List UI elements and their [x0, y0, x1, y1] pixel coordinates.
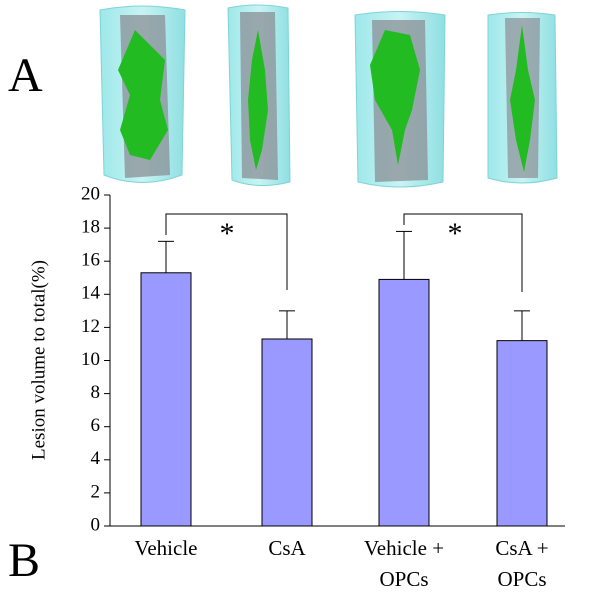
x-tick-label: CsA — [268, 536, 306, 560]
bar — [261, 338, 313, 527]
y-tick-label: 8 — [91, 382, 101, 403]
y-tick-label: 20 — [81, 183, 100, 204]
y-tick-label: 4 — [91, 448, 101, 469]
bar — [496, 340, 548, 527]
bar — [140, 272, 192, 527]
x-tick-label: Vehicle — [135, 536, 198, 560]
significance-label: * — [220, 217, 235, 250]
y-tick-label: 10 — [81, 349, 100, 370]
rendering-2 — [227, 4, 291, 186]
x-tick-label: OPCs — [497, 567, 546, 591]
y-tick-label: 12 — [81, 316, 100, 337]
significance-bracket — [403, 213, 523, 292]
y-tick-label: 16 — [81, 250, 100, 271]
y-tick-label: 18 — [81, 216, 100, 237]
y-tick-label: 2 — [91, 481, 101, 502]
rendering-4 — [487, 12, 558, 184]
y-axis-label: Lesion volume to total(%) — [28, 260, 49, 460]
significance-label: * — [448, 217, 463, 250]
x-tick-label: CsA + — [495, 536, 548, 560]
rendering-3 — [354, 11, 446, 188]
y-tick-label: 6 — [91, 415, 101, 436]
significance-bracket — [165, 213, 288, 290]
x-tick-label: Vehicle + — [364, 536, 444, 560]
rendering-1 — [99, 5, 186, 183]
panel-label: B — [8, 534, 40, 587]
panel-label: A — [8, 49, 43, 102]
y-tick-label: 14 — [81, 283, 101, 304]
x-tick-label: OPCs — [379, 567, 428, 591]
bar — [378, 278, 430, 527]
y-tick-label: 0 — [91, 514, 101, 535]
